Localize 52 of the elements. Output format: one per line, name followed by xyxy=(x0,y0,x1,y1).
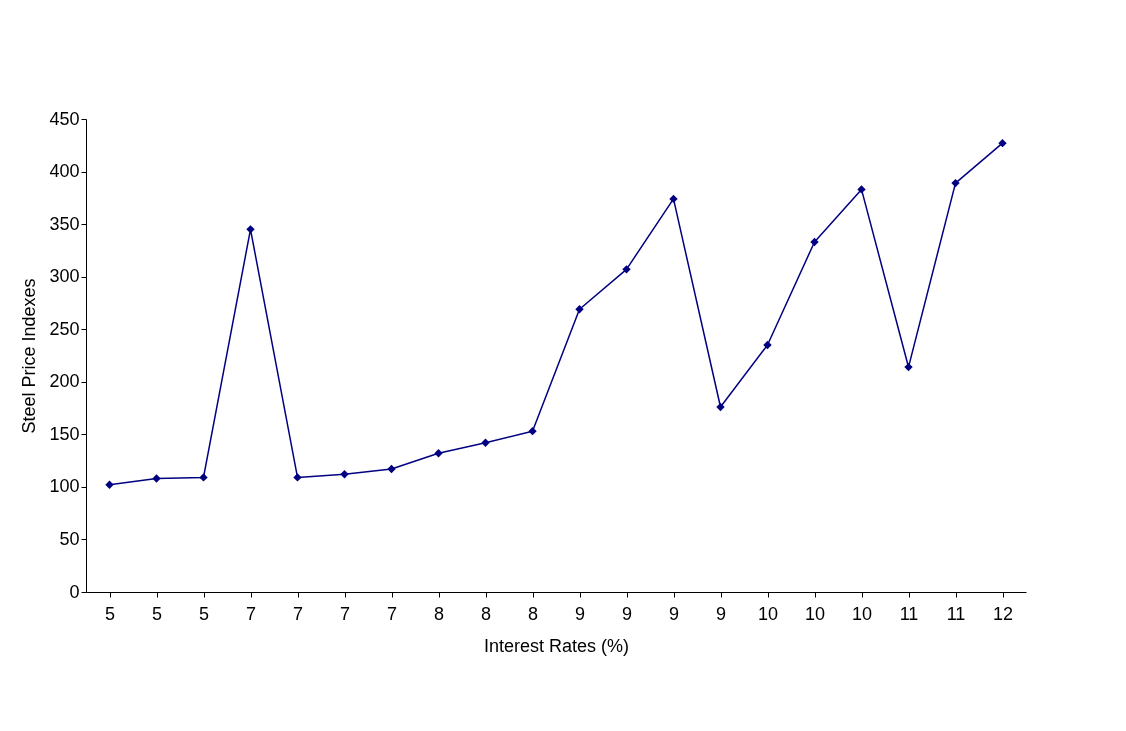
y-tick-label: 350 xyxy=(49,213,80,234)
point xyxy=(622,265,631,274)
point xyxy=(293,473,302,482)
x-tick-label: 10 xyxy=(804,603,826,624)
x-tick-label: 5 xyxy=(151,603,163,624)
point xyxy=(998,138,1007,148)
x-tick-label: 8 xyxy=(433,603,445,624)
x-tick-label: 8 xyxy=(480,603,492,624)
point xyxy=(434,449,443,458)
x-tick-label: 11 xyxy=(899,603,919,624)
point xyxy=(810,237,819,247)
point xyxy=(481,438,490,447)
x-tick-label: 10 xyxy=(757,603,779,624)
x-tick-label: 12 xyxy=(992,603,1014,624)
y-tick-label: 300 xyxy=(49,266,80,287)
x-tick-label: 7 xyxy=(339,603,351,624)
y-tick-label: 100 xyxy=(49,476,80,497)
x-tick-label: 10 xyxy=(851,603,873,624)
y-tick-label: 400 xyxy=(49,161,80,182)
point xyxy=(857,185,866,194)
point xyxy=(105,480,114,489)
point xyxy=(387,464,396,474)
y-tick-label: 50 xyxy=(59,528,80,549)
x-tick-label: 7 xyxy=(245,603,257,624)
point xyxy=(199,473,208,482)
point xyxy=(904,362,913,372)
x-axis-title: Interest Rates (%) xyxy=(483,635,630,656)
x-tick-label: 9 xyxy=(668,603,680,624)
point xyxy=(763,340,772,350)
y-axis-title: Steel Price Indexes xyxy=(19,278,40,434)
y-tick-label: 250 xyxy=(49,318,80,339)
x-tick-label: 7 xyxy=(386,603,398,624)
x-tick-label: 5 xyxy=(104,603,116,624)
point xyxy=(575,305,584,314)
y-tick-label: 450 xyxy=(49,108,80,129)
x-tick-label: 9 xyxy=(621,603,633,624)
y-tick-label: 150 xyxy=(49,423,80,444)
x-tick-label: 9 xyxy=(715,603,727,624)
point xyxy=(716,402,725,412)
point xyxy=(669,194,678,204)
y-tick-label: 0 xyxy=(69,581,80,602)
point xyxy=(528,427,537,436)
point xyxy=(246,225,255,234)
x-tick-label: 7 xyxy=(292,603,304,624)
x-tick-label: 11 xyxy=(946,603,966,624)
x-tick-label: 9 xyxy=(574,603,586,624)
x-tick-label: 8 xyxy=(527,603,539,624)
point xyxy=(951,178,960,188)
x-tick-label: 5 xyxy=(198,603,210,624)
point xyxy=(152,474,161,483)
point xyxy=(340,470,349,479)
y-tick-label: 200 xyxy=(49,371,80,392)
